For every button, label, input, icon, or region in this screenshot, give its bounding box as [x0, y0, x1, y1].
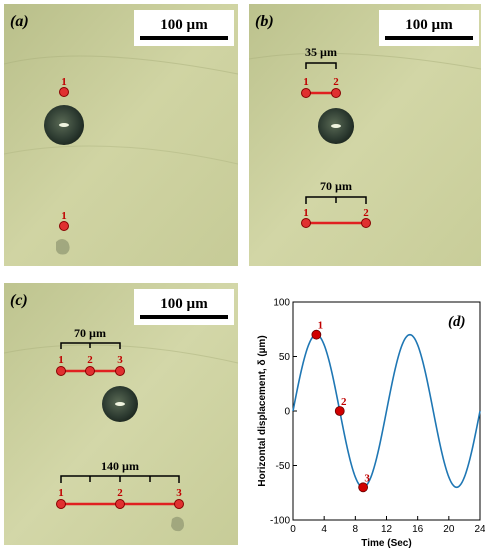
point-label: 2: [87, 354, 93, 366]
bracket-label-lower: 140 µm: [101, 459, 139, 473]
bracket-lower: [60, 475, 180, 483]
droplet-highlight: [59, 123, 69, 127]
micrograph-background: [4, 4, 238, 266]
panel-b: 100 µm (b) 35 µm 1 2 70 µm 1 2: [249, 4, 481, 266]
data-marker-label: 1: [318, 320, 324, 332]
bracket-lower: [305, 196, 367, 204]
data-marker: [358, 482, 369, 493]
micrograph-c: 100 µm (c) 70 µm 1 2 3 140 µm 1 2 3: [4, 283, 238, 545]
marker-point: [59, 87, 69, 97]
panel-label-c: (c): [10, 292, 28, 309]
x-tick-label: 24: [474, 524, 485, 535]
marker-point: [361, 218, 371, 228]
marker-point: [115, 499, 125, 509]
x-tick-label: 8: [353, 524, 359, 535]
y-tick-label: 100: [273, 298, 290, 309]
x-tick-label: 16: [412, 524, 424, 535]
point-label: 1: [61, 210, 67, 222]
marker-point: [85, 366, 95, 376]
x-axis-label: Time (Sec): [361, 538, 411, 549]
bracket-upper: [305, 62, 337, 69]
panel-label-a: (a): [10, 13, 29, 30]
marker-point: [56, 499, 66, 509]
data-marker-label: 3: [364, 472, 370, 484]
y-tick-label: 0: [284, 407, 290, 418]
droplet-highlight: [115, 402, 125, 406]
bracket-label-upper: 70 µm: [74, 326, 106, 340]
point-label: 1: [303, 207, 309, 219]
point-label: 3: [117, 354, 123, 366]
marker-point: [301, 218, 311, 228]
bracket-label-upper: 35 µm: [305, 45, 337, 59]
point-label: 1: [58, 487, 64, 499]
scale-bar-label: 100 µm: [160, 17, 208, 33]
y-tick-label: 50: [279, 352, 291, 363]
scale-bar: [385, 36, 473, 40]
marker-point: [56, 366, 66, 376]
micrograph-a: 100 µm (a) 1 1: [4, 4, 238, 266]
x-tick-label: 12: [381, 524, 393, 535]
series-line: [292, 333, 481, 489]
point-label: 1: [303, 76, 309, 88]
scale-bar: [140, 36, 228, 40]
marker-point: [174, 499, 184, 509]
data-marker-label: 2: [341, 396, 347, 408]
x-tick-label: 4: [321, 524, 327, 535]
point-label: 2: [333, 76, 339, 88]
y-tick-label: -100: [270, 516, 290, 527]
data-marker: [334, 406, 345, 416]
panel-label-b: (b): [255, 13, 274, 30]
bracket-upper: [60, 342, 121, 349]
scale-bar-label: 100 µm: [160, 296, 208, 312]
x-tick-label: 20: [443, 524, 455, 535]
scale-bar: [140, 315, 228, 319]
panel-label-d: (d): [448, 314, 466, 330]
scale-bar-label: 100 µm: [405, 17, 453, 33]
point-label: 2: [117, 487, 123, 499]
marker-point: [115, 366, 125, 376]
surface-defect: [171, 516, 184, 532]
x-tick-label: 0: [290, 524, 296, 535]
panel-a: 100 µm (a) 1 1: [4, 4, 238, 266]
droplet-highlight: [331, 124, 341, 128]
marker-point: [59, 221, 69, 231]
data-marker: [311, 329, 322, 340]
y-tick-label: -50: [276, 461, 291, 472]
panel-c: 100 µm (c) 70 µm 1 2 3 140 µm 1 2 3: [4, 283, 238, 545]
point-label: 2: [363, 207, 369, 219]
point-label: 1: [58, 354, 64, 366]
point-label: 1: [61, 76, 67, 88]
marker-point: [301, 88, 311, 98]
bracket-label-lower: 70 µm: [320, 179, 352, 193]
point-label: 3: [176, 487, 182, 499]
surface-defect: [56, 239, 70, 255]
micrograph-b: 100 µm (b) 35 µm 1 2 70 µm 1 2: [249, 4, 481, 266]
marker-point: [331, 88, 341, 98]
y-axis-label: Horizontal displacement, δ (µm): [257, 335, 268, 486]
